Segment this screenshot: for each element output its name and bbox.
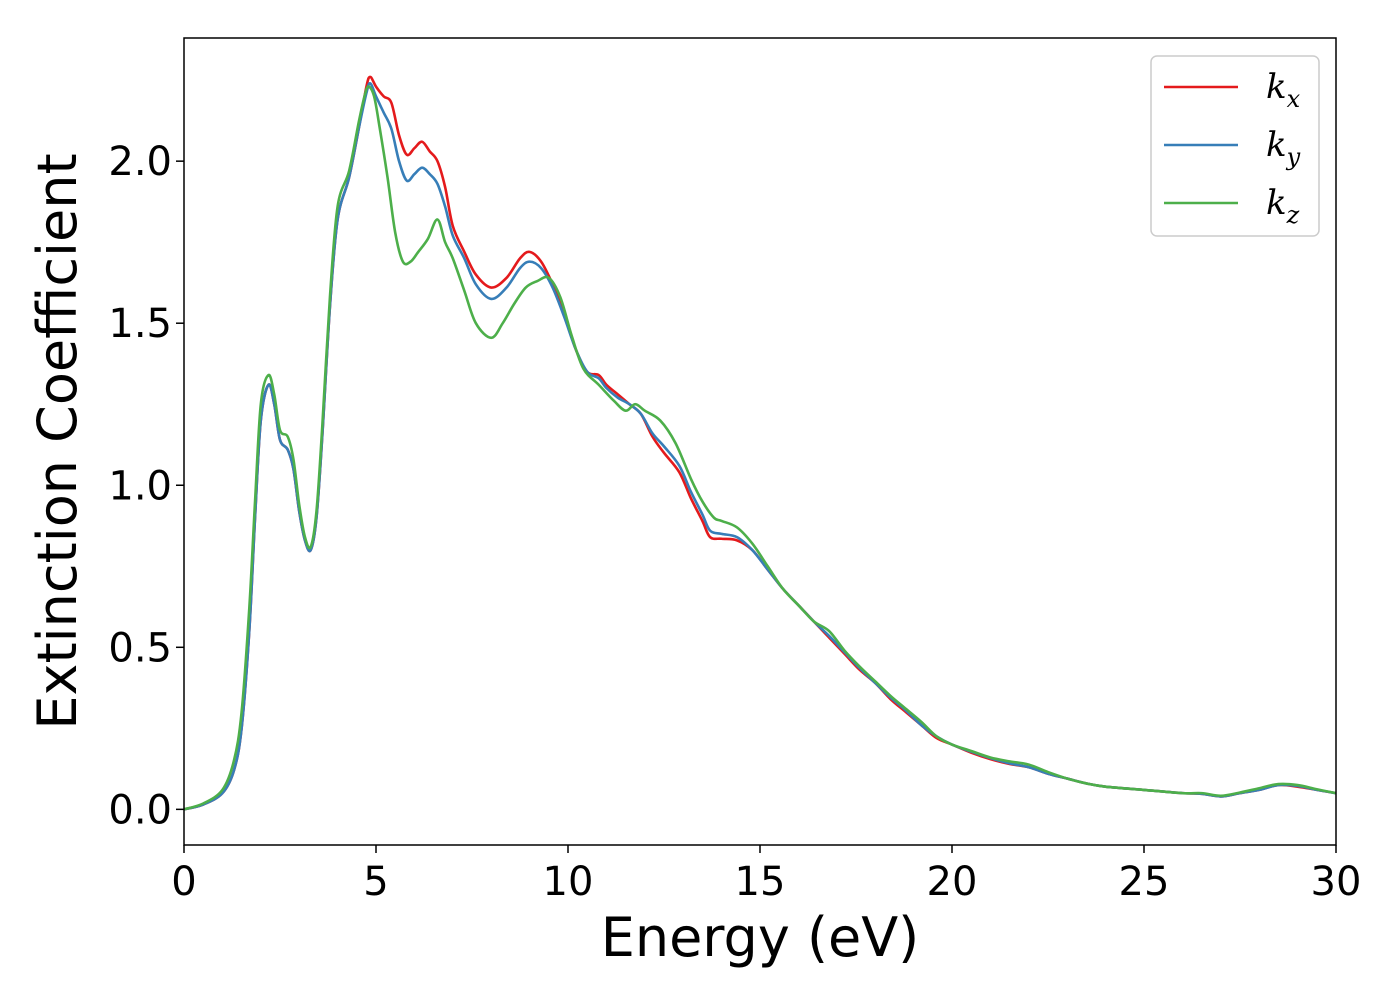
x-tick-label: 0 xyxy=(171,859,196,905)
y-tick-label: 1.0 xyxy=(108,463,172,509)
x-axis-title: Energy (eV) xyxy=(601,906,920,969)
legend-label-subscript: y xyxy=(1286,143,1301,171)
legend-label-base: k xyxy=(1266,183,1287,223)
y-tick-label: 0.5 xyxy=(108,625,172,671)
y-axis-title: Extinction Coefficient xyxy=(26,153,89,729)
x-tick-label: 25 xyxy=(1119,859,1170,905)
legend-label-base: k xyxy=(1266,125,1287,165)
y-tick-label: 2.0 xyxy=(108,139,172,185)
legend-label-y: ky xyxy=(1266,125,1301,171)
legend-label-x: kx xyxy=(1266,67,1301,113)
y-tick-label: 0.0 xyxy=(108,787,172,833)
legend-label-base: k xyxy=(1266,67,1287,107)
legend-label-z: kz xyxy=(1266,183,1300,229)
x-tick-label: 20 xyxy=(927,859,978,905)
x-tick-label: 10 xyxy=(543,859,594,905)
series-line-z xyxy=(183,85,1337,811)
y-axis-ticks: 0.0 0.5 1.0 1.5 2.0 xyxy=(108,139,184,833)
x-tick-label: 5 xyxy=(363,859,388,905)
legend-label-subscript: z xyxy=(1286,201,1300,229)
plot-lines xyxy=(183,75,1337,811)
y-tick-label: 1.5 xyxy=(108,301,172,347)
x-tick-label: 30 xyxy=(1311,859,1362,905)
legend-label-subscript: x xyxy=(1287,85,1301,113)
x-tick-label: 15 xyxy=(735,859,786,905)
x-axis-ticks: 0 5 10 15 20 25 30 xyxy=(171,845,1361,905)
